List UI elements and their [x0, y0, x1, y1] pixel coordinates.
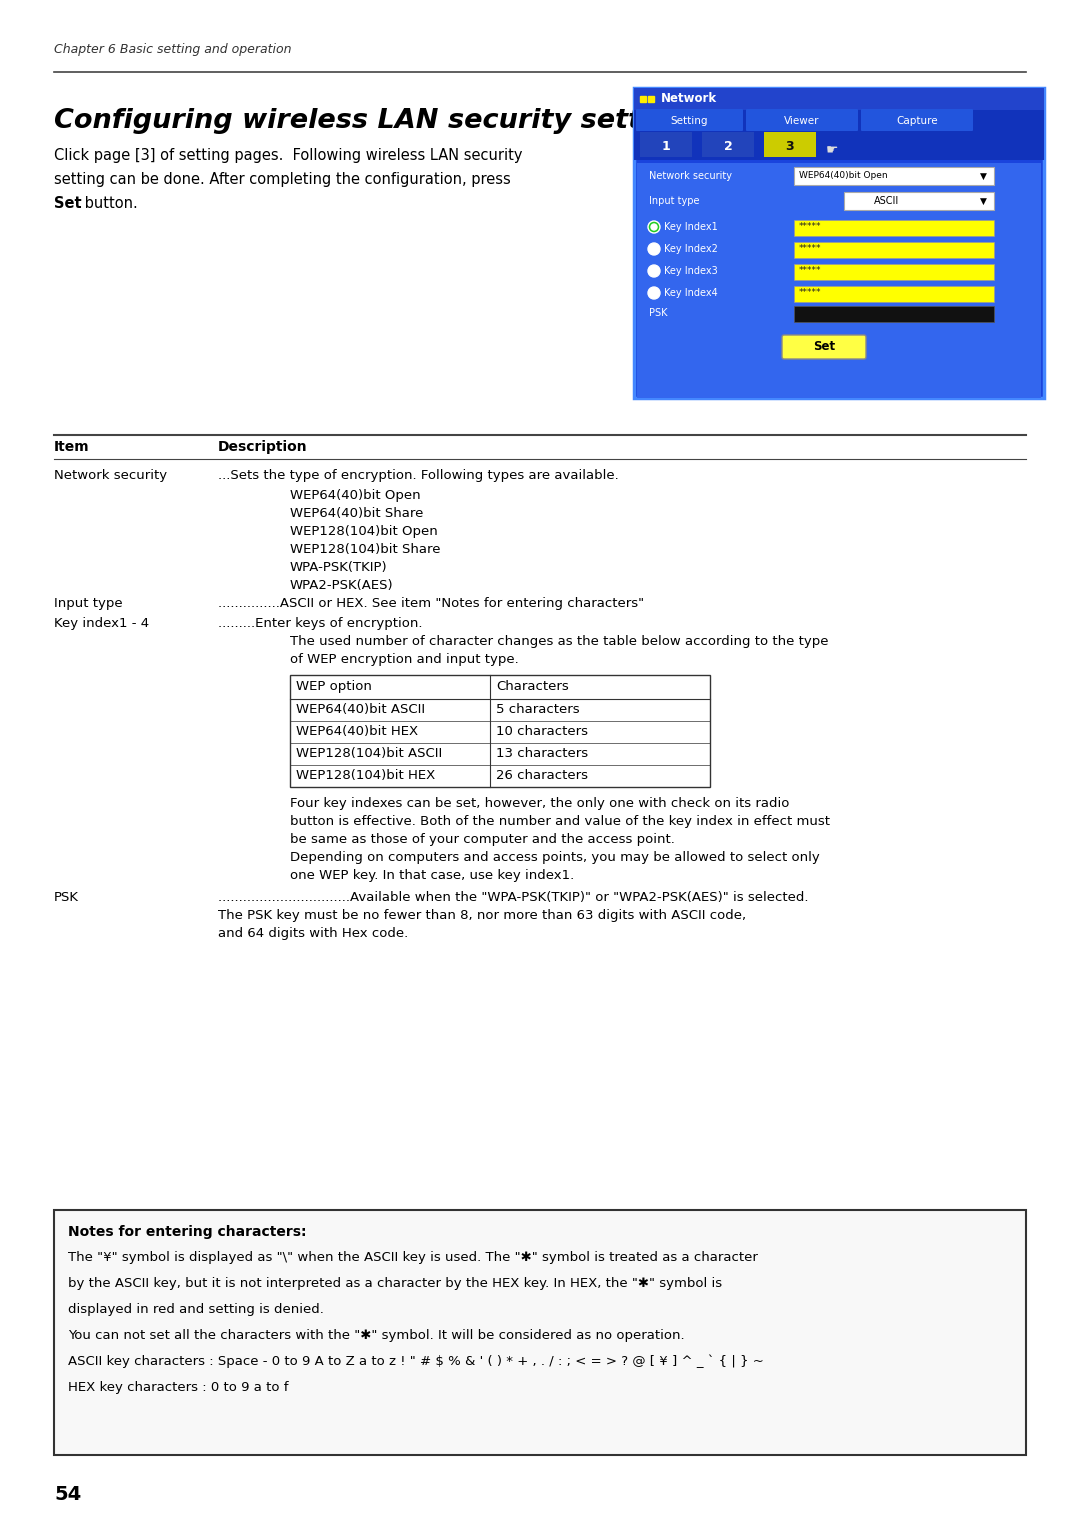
Text: button is effective. Both of the number and value of the key index in effect mus: button is effective. Both of the number …: [291, 815, 831, 828]
Text: setting can be done. After completing the configuration, press: setting can be done. After completing th…: [54, 173, 511, 186]
Circle shape: [648, 287, 660, 299]
Text: Capture: Capture: [896, 116, 937, 127]
Text: of WEP encryption and input type.: of WEP encryption and input type.: [291, 654, 518, 666]
Text: Key index1 - 4: Key index1 - 4: [54, 617, 149, 631]
Text: *****: *****: [799, 267, 822, 275]
Text: Setting: Setting: [671, 116, 708, 127]
FancyBboxPatch shape: [746, 108, 858, 131]
Text: You can not set all the characters with the "✱" symbol. It will be considered as: You can not set all the characters with …: [68, 1328, 685, 1342]
Text: WEP64(40)bit Share: WEP64(40)bit Share: [291, 507, 423, 521]
Text: Set: Set: [54, 195, 82, 211]
Text: WEP64(40)bit ASCII: WEP64(40)bit ASCII: [296, 702, 426, 716]
Text: WEP64(40)bit Open: WEP64(40)bit Open: [291, 489, 420, 502]
Bar: [634, 89, 1044, 110]
Text: The PSK key must be no fewer than 8, nor more than 63 digits with ASCII code,: The PSK key must be no fewer than 8, nor…: [218, 909, 746, 922]
Text: ☛: ☛: [826, 144, 838, 157]
Bar: [291, 675, 710, 786]
Bar: [634, 131, 1044, 160]
Text: ................................Available when the "WPA-PSK(TKIP)" or "WPA2-PSK(: ................................Availabl…: [218, 890, 809, 904]
Text: Depending on computers and access points, you may be allowed to select only: Depending on computers and access points…: [291, 851, 820, 864]
Text: Input type: Input type: [54, 597, 123, 609]
Bar: [794, 264, 994, 279]
Bar: [794, 286, 994, 302]
FancyBboxPatch shape: [636, 108, 743, 131]
Text: The used number of character changes as the table below according to the type: The used number of character changes as …: [291, 635, 828, 647]
Bar: [637, 163, 1041, 399]
Text: The "¥" symbol is displayed as "\" when the ASCII key is used. The "✱" symbol is: The "¥" symbol is displayed as "\" when …: [68, 1251, 758, 1264]
Text: and 64 digits with Hex code.: and 64 digits with Hex code.: [218, 927, 408, 941]
FancyBboxPatch shape: [782, 334, 866, 359]
Circle shape: [648, 266, 660, 276]
FancyBboxPatch shape: [640, 131, 692, 157]
Text: .........Enter keys of encryption.: .........Enter keys of encryption.: [218, 617, 422, 631]
Text: ASCII key characters : Space - 0 to 9 A to Z a to z ! " # $ % & ' ( ) * + , . / : ASCII key characters : Space - 0 to 9 A …: [68, 1354, 764, 1368]
FancyBboxPatch shape: [764, 131, 816, 157]
Text: WEP128(104)bit ASCII: WEP128(104)bit ASCII: [296, 747, 442, 760]
Text: ...............ASCII or HEX. See item "Notes for entering characters": ...............ASCII or HEX. See item "N…: [218, 597, 644, 609]
Text: WEP64(40)bit Open: WEP64(40)bit Open: [799, 171, 888, 180]
Bar: [794, 166, 994, 185]
Text: Network: Network: [661, 93, 717, 105]
Bar: [634, 110, 1044, 131]
Text: *****: *****: [799, 223, 822, 232]
Text: Four key indexes can be set, however, the only one with check on its radio: Four key indexes can be set, however, th…: [291, 797, 789, 809]
Text: PSK: PSK: [649, 308, 667, 318]
Text: PSK: PSK: [54, 890, 79, 904]
Text: by the ASCII key, but it is not interpreted as a character by the HEX key. In HE: by the ASCII key, but it is not interpre…: [68, 1277, 723, 1290]
Text: WPA2-PSK(AES): WPA2-PSK(AES): [291, 579, 393, 592]
Text: Viewer: Viewer: [784, 116, 820, 127]
Text: 1: 1: [662, 140, 671, 154]
Text: ASCII: ASCII: [874, 195, 900, 206]
Text: Network security: Network security: [54, 469, 167, 483]
Text: Chapter 6 Basic setting and operation: Chapter 6 Basic setting and operation: [54, 43, 292, 56]
Text: Key Index1: Key Index1: [664, 221, 718, 232]
Text: WEP128(104)bit Open: WEP128(104)bit Open: [291, 525, 437, 538]
Text: ▼: ▼: [980, 171, 987, 180]
Text: 2: 2: [724, 140, 732, 154]
Text: Key Index3: Key Index3: [664, 266, 718, 276]
Text: HEX key characters : 0 to 9 a to f: HEX key characters : 0 to 9 a to f: [68, 1380, 288, 1394]
Text: button.: button.: [80, 195, 138, 211]
Text: ...Sets the type of encryption. Following types are available.: ...Sets the type of encryption. Followin…: [218, 469, 619, 483]
FancyBboxPatch shape: [861, 108, 973, 131]
Text: Notes for entering characters:: Notes for entering characters:: [68, 1225, 307, 1238]
FancyBboxPatch shape: [634, 89, 1044, 399]
Circle shape: [648, 243, 660, 255]
Text: Set: Set: [813, 341, 835, 353]
Text: ▼: ▼: [980, 197, 987, 206]
Text: be same as those of your computer and the access point.: be same as those of your computer and th…: [291, 834, 675, 846]
Bar: [794, 220, 994, 237]
Text: 10 characters: 10 characters: [496, 725, 588, 738]
Text: 26 characters: 26 characters: [496, 770, 588, 782]
Text: WEP128(104)bit Share: WEP128(104)bit Share: [291, 544, 441, 556]
Bar: [794, 241, 994, 258]
Text: Click page [3] of setting pages.  Following wireless LAN security: Click page [3] of setting pages. Followi…: [54, 148, 523, 163]
Text: Configuring wireless LAN security setting: Configuring wireless LAN security settin…: [54, 108, 689, 134]
Text: Input type: Input type: [649, 195, 700, 206]
Text: WEP128(104)bit HEX: WEP128(104)bit HEX: [296, 770, 435, 782]
Text: *****: *****: [799, 289, 822, 298]
Bar: [843, 192, 994, 211]
Text: Network security: Network security: [649, 171, 732, 182]
Text: 5 characters: 5 characters: [496, 702, 580, 716]
Text: Key Index4: Key Index4: [664, 289, 718, 298]
Text: one WEP key. In that case, use key index1.: one WEP key. In that case, use key index…: [291, 869, 575, 883]
Bar: [54, 1209, 1026, 1455]
Text: Characters: Characters: [496, 680, 569, 693]
Bar: [794, 305, 994, 322]
Text: 13 characters: 13 characters: [496, 747, 589, 760]
Text: WEP64(40)bit HEX: WEP64(40)bit HEX: [296, 725, 418, 738]
Circle shape: [648, 221, 660, 234]
Text: 3: 3: [785, 140, 794, 154]
Text: WPA-PSK(TKIP): WPA-PSK(TKIP): [291, 560, 388, 574]
Circle shape: [651, 224, 657, 231]
Text: Description: Description: [218, 440, 308, 454]
Text: Key Index2: Key Index2: [664, 244, 718, 253]
Text: 54: 54: [54, 1484, 81, 1504]
Text: WEP option: WEP option: [296, 680, 372, 693]
Text: *****: *****: [799, 244, 822, 253]
FancyBboxPatch shape: [702, 131, 754, 157]
Text: Item: Item: [54, 440, 90, 454]
Text: displayed in red and setting is denied.: displayed in red and setting is denied.: [68, 1303, 324, 1316]
